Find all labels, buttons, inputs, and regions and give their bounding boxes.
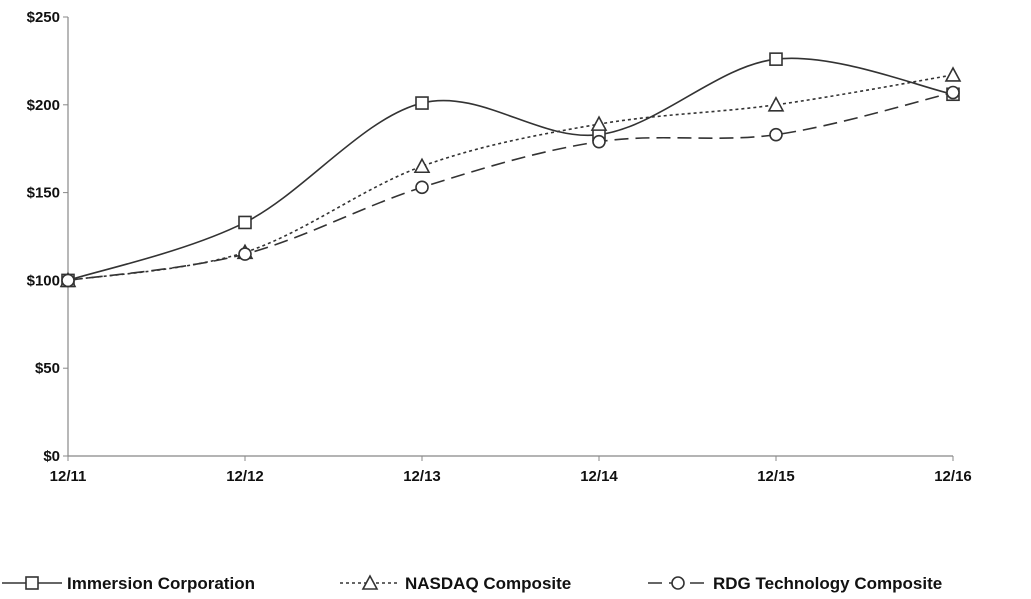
y-tick-label: $100 — [27, 272, 60, 289]
x-axis-tick-labels: 12/11 12/12 12/13 12/14 12/15 12/16 — [50, 456, 972, 485]
triangle-marker — [767, 96, 785, 112]
legend-square-marker — [25, 576, 39, 590]
triangle-marker — [590, 115, 608, 131]
series-circle — [61, 85, 960, 288]
triangle-marker — [944, 66, 962, 82]
x-tick-label: 12/13 — [403, 468, 441, 485]
y-tick-label: $250 — [27, 9, 60, 26]
legend-item: RDG Technology Composite — [648, 574, 942, 593]
circle-marker — [592, 134, 606, 149]
legend-item: NASDAQ Composite — [340, 574, 571, 593]
y-tick-label: $150 — [27, 185, 60, 202]
circle-marker — [415, 180, 429, 195]
y-tick-label: $0 — [43, 448, 60, 465]
circle-marker — [946, 85, 960, 100]
series-line — [67, 74, 954, 282]
x-tick-label: 12/16 — [934, 468, 972, 485]
x-tick-label: 12/12 — [226, 468, 264, 485]
legend-label: Immersion Corporation — [67, 574, 255, 593]
legend-item: Immersion Corporation — [2, 574, 255, 593]
square-marker — [238, 215, 252, 230]
circle-marker — [61, 273, 75, 288]
legend-circle-marker — [671, 576, 685, 590]
series-triangle — [59, 66, 962, 288]
circle-marker — [238, 247, 252, 261]
series-layer — [59, 52, 962, 288]
series-square — [61, 52, 960, 288]
legend-triangle-marker — [361, 574, 379, 590]
axes — [67, 17, 953, 457]
series-line — [67, 91, 954, 282]
series-line — [67, 57, 954, 282]
y-tick-label: $200 — [27, 97, 60, 114]
y-tick-label: $50 — [35, 360, 60, 377]
legend-label: NASDAQ Composite — [405, 574, 571, 593]
circle-marker — [769, 127, 783, 142]
x-tick-label: 12/15 — [757, 468, 795, 485]
triangle-marker — [413, 157, 431, 174]
legend: Immersion Corporation NASDAQ Composite RDG… — [2, 574, 942, 593]
legend-label: RDG Technology Composite — [713, 574, 942, 593]
x-tick-label: 12/14 — [580, 468, 618, 485]
x-tick-label: 12/11 — [50, 468, 87, 485]
square-marker — [415, 96, 429, 110]
square-marker — [769, 52, 783, 66]
y-axis-tick-labels: $0 $50 $100 $150 $200 $250 — [27, 9, 68, 465]
